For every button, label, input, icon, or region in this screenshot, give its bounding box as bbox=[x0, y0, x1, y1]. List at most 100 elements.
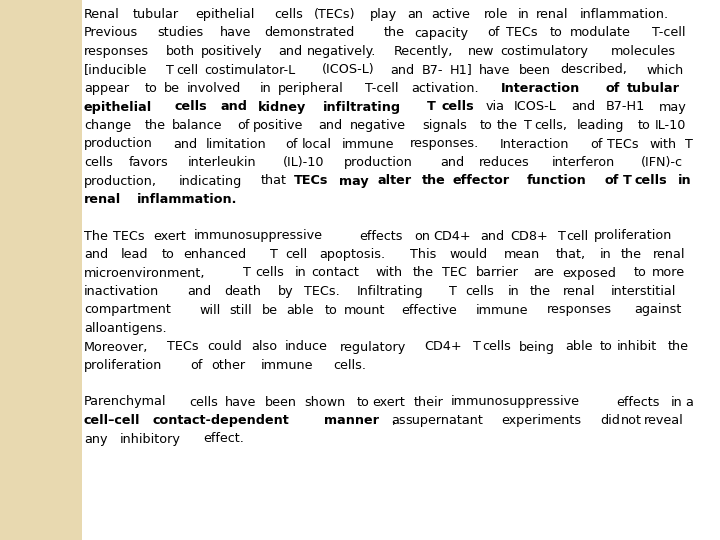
Text: the: the bbox=[384, 26, 405, 39]
Text: not: not bbox=[621, 414, 642, 427]
Text: Previous: Previous bbox=[84, 26, 138, 39]
Text: in: in bbox=[508, 285, 520, 298]
Text: tubular: tubular bbox=[132, 8, 179, 21]
Text: lead: lead bbox=[120, 248, 148, 261]
Text: contact-dependent: contact-dependent bbox=[153, 414, 289, 427]
Text: T: T bbox=[427, 100, 436, 113]
Text: production: production bbox=[344, 156, 413, 169]
Text: T: T bbox=[523, 119, 531, 132]
Text: interleukin: interleukin bbox=[187, 156, 256, 169]
Text: in: in bbox=[678, 174, 691, 187]
Text: immune: immune bbox=[341, 138, 394, 151]
Text: local: local bbox=[302, 138, 332, 151]
Text: Recently,: Recently, bbox=[394, 45, 454, 58]
Text: death: death bbox=[225, 285, 261, 298]
Text: inflammation.: inflammation. bbox=[138, 193, 238, 206]
Text: effective: effective bbox=[401, 303, 456, 316]
Text: may: may bbox=[660, 100, 687, 113]
Text: to: to bbox=[600, 341, 613, 354]
Text: immune: immune bbox=[261, 359, 313, 372]
Text: play: play bbox=[370, 8, 397, 21]
Text: TECs: TECs bbox=[166, 341, 198, 354]
Text: on: on bbox=[414, 230, 430, 242]
Text: T: T bbox=[624, 174, 632, 187]
Text: cells: cells bbox=[84, 156, 113, 169]
Text: cells: cells bbox=[482, 341, 511, 354]
Text: induce: induce bbox=[284, 341, 328, 354]
Text: to: to bbox=[638, 119, 651, 132]
Text: demonstrated: demonstrated bbox=[264, 26, 354, 39]
Text: have: have bbox=[479, 64, 510, 77]
Text: cells: cells bbox=[274, 8, 303, 21]
Text: the: the bbox=[422, 174, 446, 187]
Text: TECs: TECs bbox=[608, 138, 639, 151]
Text: This: This bbox=[410, 248, 436, 261]
Text: been: been bbox=[519, 64, 552, 77]
Text: renal: renal bbox=[562, 285, 595, 298]
Text: negatively.: negatively. bbox=[307, 45, 376, 58]
Text: tubular: tubular bbox=[626, 82, 680, 95]
Text: an: an bbox=[408, 8, 423, 21]
Text: change: change bbox=[84, 119, 131, 132]
Text: cells: cells bbox=[441, 100, 474, 113]
Text: and: and bbox=[84, 248, 108, 261]
Text: inflammation.: inflammation. bbox=[580, 8, 669, 21]
Text: epithelial: epithelial bbox=[84, 100, 152, 113]
Text: activation.: activation. bbox=[411, 82, 478, 95]
Text: H1]: H1] bbox=[449, 64, 472, 77]
Text: in: in bbox=[294, 267, 306, 280]
Text: also: also bbox=[251, 341, 277, 354]
Text: production,: production, bbox=[84, 174, 157, 187]
Text: both: both bbox=[166, 45, 195, 58]
Text: other: other bbox=[212, 359, 246, 372]
Text: peripheral: peripheral bbox=[278, 82, 343, 95]
Text: epithelial: epithelial bbox=[195, 8, 254, 21]
Text: TECs.: TECs. bbox=[305, 285, 340, 298]
Text: positive: positive bbox=[253, 119, 304, 132]
Text: with: with bbox=[649, 138, 676, 151]
Text: (IL)-10: (IL)-10 bbox=[283, 156, 325, 169]
Text: of: of bbox=[604, 174, 618, 187]
Text: cell: cell bbox=[567, 230, 589, 242]
Text: are: are bbox=[534, 267, 554, 280]
Bar bbox=[0, 0, 82, 540]
Text: effects: effects bbox=[616, 395, 660, 408]
Text: Renal: Renal bbox=[84, 8, 120, 21]
Text: costimulatory: costimulatory bbox=[500, 45, 588, 58]
Text: and: and bbox=[220, 100, 247, 113]
Text: new: new bbox=[468, 45, 495, 58]
Text: appear: appear bbox=[84, 82, 129, 95]
Text: responses.: responses. bbox=[410, 138, 479, 151]
Text: cells.: cells. bbox=[333, 359, 366, 372]
Text: alter: alter bbox=[377, 174, 412, 187]
Text: [inducible: [inducible bbox=[84, 64, 148, 77]
Text: Moreover,: Moreover, bbox=[84, 341, 148, 354]
Text: apoptosis.: apoptosis. bbox=[320, 248, 385, 261]
Text: and: and bbox=[174, 138, 198, 151]
Text: to: to bbox=[356, 395, 369, 408]
Text: reveal: reveal bbox=[644, 414, 683, 427]
Text: TECs: TECs bbox=[294, 174, 329, 187]
Text: reduces: reduces bbox=[479, 156, 530, 169]
Text: CD8+: CD8+ bbox=[510, 230, 548, 242]
Text: exert: exert bbox=[153, 230, 186, 242]
Text: active: active bbox=[431, 8, 469, 21]
Text: effector: effector bbox=[453, 174, 510, 187]
Text: the: the bbox=[621, 248, 642, 261]
Text: leading: leading bbox=[577, 119, 624, 132]
Text: the: the bbox=[413, 267, 433, 280]
Text: inhibitory: inhibitory bbox=[120, 433, 180, 446]
Text: exposed: exposed bbox=[562, 267, 616, 280]
Text: interferon: interferon bbox=[552, 156, 615, 169]
Text: balance: balance bbox=[172, 119, 222, 132]
Text: T: T bbox=[558, 230, 566, 242]
Text: regulatory: regulatory bbox=[340, 341, 406, 354]
Text: and: and bbox=[480, 230, 505, 242]
Text: in: in bbox=[671, 395, 683, 408]
Text: that: that bbox=[261, 174, 287, 187]
Text: the: the bbox=[145, 119, 166, 132]
Text: function: function bbox=[527, 174, 587, 187]
Text: costimulator-L: costimulator-L bbox=[204, 64, 296, 77]
Text: modulate: modulate bbox=[570, 26, 631, 39]
Text: Parenchymal: Parenchymal bbox=[84, 395, 166, 408]
